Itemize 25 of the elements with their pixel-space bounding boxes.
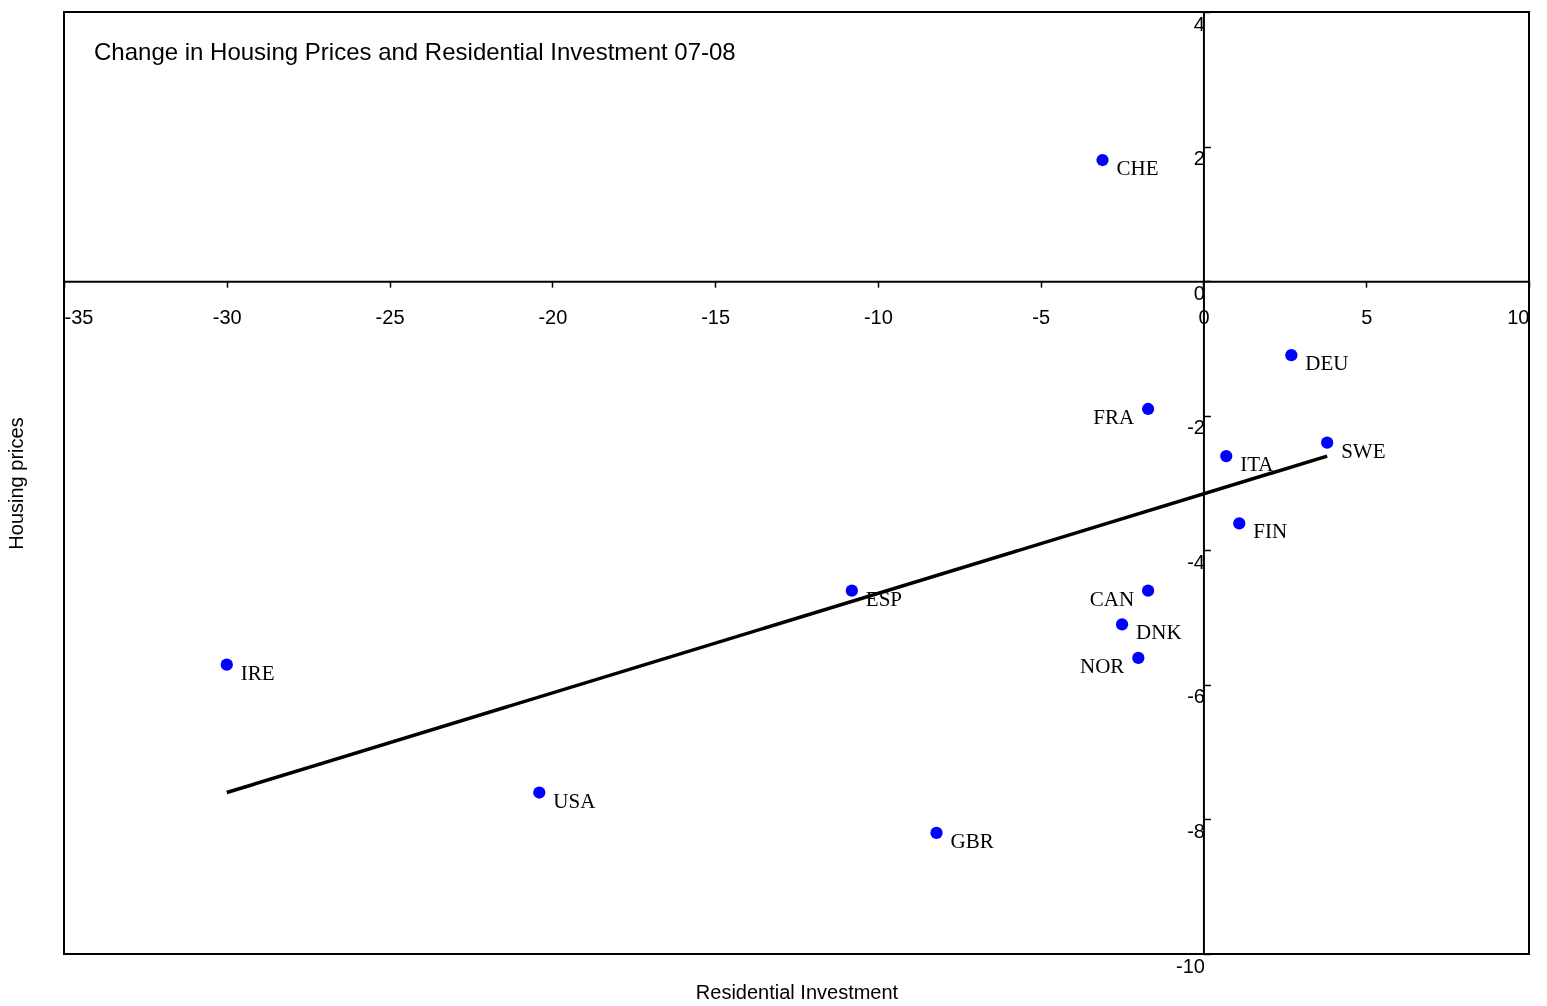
- annotation: IRE: [240, 660, 275, 685]
- text: Change in Housing Prices and Residential Investment 07-08: [94, 38, 736, 66]
- x-tick-label: -5: [1032, 305, 1051, 328]
- x-axis-title: Residential Investment: [695, 980, 899, 1003]
- annotation: DEU: [1305, 351, 1349, 376]
- x-tick-label: -30: [212, 305, 242, 328]
- x-tick-label: -35: [64, 305, 94, 328]
- annotation: ITA: [1240, 452, 1275, 477]
- annotation: FIN: [1253, 519, 1288, 544]
- annotation: USA: [553, 788, 597, 813]
- annotation: SWE: [1341, 438, 1386, 463]
- x-tick-label: -10: [863, 305, 893, 328]
- x-tick-label: -25: [375, 305, 405, 328]
- annotation: FRA: [1093, 404, 1135, 429]
- y-tick-label: -10: [1176, 954, 1205, 977]
- annotation: CHE: [1116, 156, 1159, 181]
- annotation: CAN: [1089, 586, 1135, 611]
- y-axis-title: Housing prices: [4, 417, 27, 550]
- x-tick-label: 10: [1507, 305, 1530, 328]
- annotation: GBR: [950, 828, 994, 853]
- annotation: DNK: [1136, 620, 1182, 645]
- x-tick-label: -15: [701, 305, 731, 328]
- annotation: NOR: [1079, 653, 1125, 678]
- x-tick-label: 5: [1361, 305, 1373, 328]
- x-tick-label: -20: [538, 305, 568, 328]
